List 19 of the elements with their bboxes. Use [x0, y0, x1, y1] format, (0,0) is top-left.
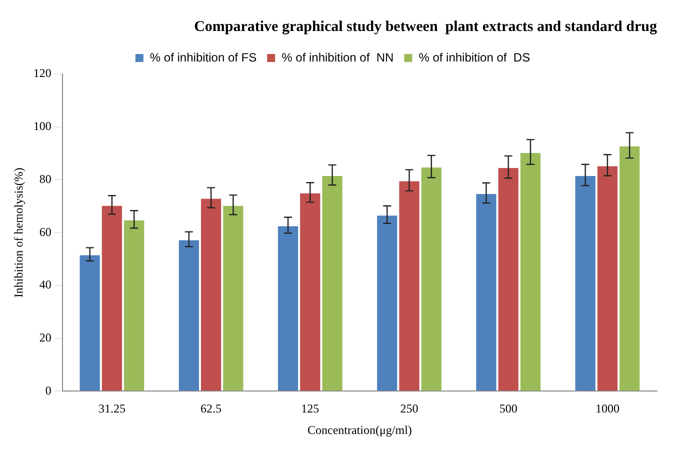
- y-tick-label: 20: [39, 330, 52, 344]
- x-tick-label: 1000: [595, 402, 620, 416]
- y-tick-label: 40: [39, 278, 52, 292]
- y-tick-label: 0: [45, 383, 52, 398]
- legend-label: % of inhibition of NN: [282, 50, 394, 64]
- legend-label: % of inhibition of DS: [418, 50, 530, 64]
- x-tick-label: 62.5: [200, 402, 222, 416]
- chart-title: Comparative graphical study between plant extracts and standard drug: [194, 18, 658, 35]
- legend-label: % of inhibition of FS: [150, 50, 257, 64]
- y-tick-label: 80: [39, 172, 52, 186]
- x-axis-title: Concentration(μg/ml): [307, 422, 412, 437]
- x-tick-label: 31.25: [98, 402, 126, 416]
- x-tick-label: 500: [499, 402, 518, 416]
- y-tick-label: 60: [39, 224, 52, 239]
- x-tick-label: 250: [400, 402, 418, 416]
- y-axis-title: Inhibition of hemolysis(%): [11, 168, 26, 298]
- y-tick-label: 100: [33, 119, 52, 134]
- x-tick-label: 125: [301, 402, 320, 416]
- y-tick-label: 120: [33, 66, 52, 80]
